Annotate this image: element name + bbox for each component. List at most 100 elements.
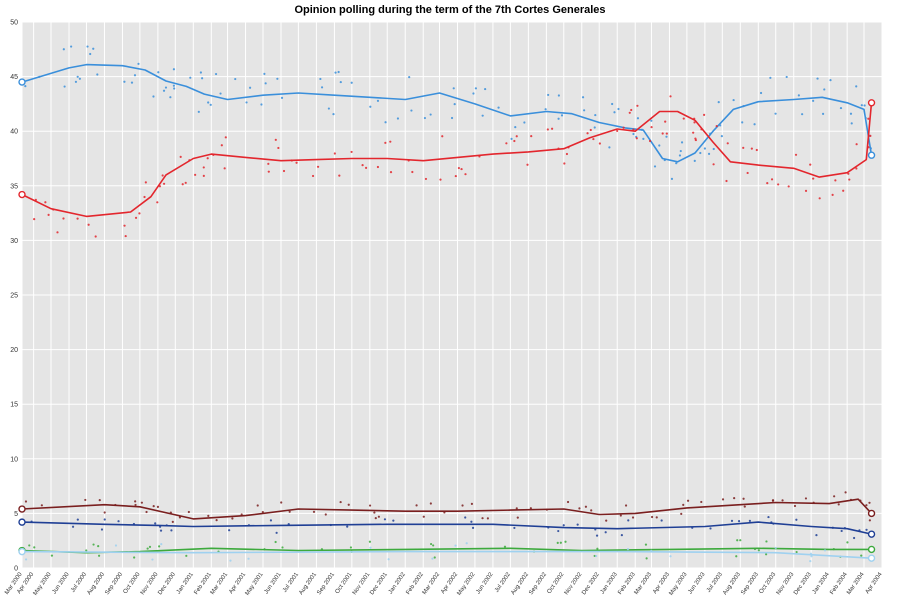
poll-point — [594, 113, 597, 117]
poll-point — [86, 45, 89, 48]
poll-point — [626, 548, 630, 551]
poll-point — [280, 501, 283, 504]
poll-point — [868, 501, 871, 504]
poll-point — [645, 557, 648, 560]
poll-point — [627, 519, 630, 522]
poll-point — [505, 142, 508, 145]
poll-point — [76, 518, 79, 521]
poll-point — [76, 75, 79, 78]
poll-point — [497, 106, 500, 109]
poll-point — [809, 560, 812, 563]
series-end-marker — [867, 151, 876, 159]
series-line — [21, 498, 873, 520]
x-tick-label: Dec 2003 — [793, 571, 813, 596]
x-tick-label: Mar 2004 — [846, 571, 866, 596]
y-tick-label: 45 — [10, 74, 18, 81]
poll-point — [624, 504, 628, 507]
x-tick-label: Jun 2002 — [475, 571, 494, 595]
poll-point — [228, 529, 231, 532]
poll-point — [361, 164, 364, 167]
poll-point — [209, 103, 212, 106]
poll-point — [179, 155, 182, 158]
poll-point — [837, 503, 840, 506]
poll-point — [823, 88, 826, 91]
poll-point — [576, 523, 579, 526]
poll-point — [735, 555, 738, 558]
poll-point — [130, 81, 134, 84]
poll-point — [550, 127, 554, 130]
poll-point — [389, 170, 393, 174]
poll-point — [470, 502, 474, 505]
series-end-marker — [867, 545, 876, 554]
poll-point — [680, 141, 684, 144]
poll-point — [596, 547, 599, 550]
poll-point — [709, 527, 712, 530]
poll-point — [795, 518, 798, 521]
poll-point — [765, 553, 768, 556]
poll-point — [686, 499, 690, 502]
poll-point — [267, 162, 270, 165]
poll-point — [97, 554, 101, 557]
poll-point — [347, 503, 350, 506]
poll-point — [162, 182, 166, 185]
poll-point — [777, 183, 780, 186]
poll-point — [742, 497, 745, 500]
poll-point — [590, 509, 593, 512]
poll-point — [160, 542, 163, 546]
poll-point — [215, 519, 218, 522]
poll-point — [484, 87, 487, 91]
poll-point — [474, 87, 477, 90]
poll-point — [415, 504, 418, 507]
poll-point — [337, 70, 340, 74]
poll-point — [267, 170, 270, 173]
poll-point — [842, 189, 845, 192]
poll-point — [707, 152, 711, 155]
poll-point — [464, 516, 467, 519]
x-tick-label: Jan 2001 — [176, 571, 195, 595]
poll-point — [87, 223, 90, 226]
poll-point — [801, 113, 804, 116]
poll-point — [869, 134, 872, 137]
poll-point — [169, 96, 172, 99]
x-tick-label: Sep 2003 — [740, 571, 760, 596]
poll-point — [33, 218, 36, 221]
poll-point — [611, 102, 614, 106]
x-tick-label: Dec 2002 — [581, 571, 601, 596]
poll-point — [717, 101, 720, 104]
poll-point — [821, 112, 825, 115]
poll-point — [245, 101, 248, 104]
poll-point — [693, 121, 696, 124]
poll-point — [664, 120, 667, 123]
poll-point — [276, 77, 279, 80]
poll-point — [655, 516, 658, 519]
poll-point — [766, 182, 769, 185]
poll-point — [737, 520, 741, 523]
poll-point — [76, 217, 79, 220]
poll-point — [515, 507, 518, 510]
y-tick-label: 0 — [14, 566, 18, 573]
poll-point — [642, 137, 645, 140]
x-tick-label: May 2001 — [245, 571, 265, 597]
poll-point — [818, 197, 821, 200]
poll-point — [350, 150, 353, 154]
poll-point — [679, 149, 682, 153]
poll-point — [50, 554, 54, 557]
poll-point — [793, 504, 797, 508]
poll-point — [472, 92, 475, 95]
poll-point — [377, 515, 380, 518]
poll-point — [774, 546, 777, 550]
poll-point — [368, 504, 372, 507]
poll-point — [197, 110, 200, 113]
x-tick-label: Mar 2001 — [210, 571, 230, 596]
poll-point — [834, 179, 837, 182]
poll-point — [658, 144, 661, 147]
poll-point — [682, 117, 685, 120]
y-tick-label: 10 — [10, 456, 18, 463]
poll-point — [47, 213, 50, 217]
poll-point — [470, 520, 473, 523]
poll-point — [453, 103, 456, 106]
poll-point — [92, 543, 95, 546]
poll-point — [785, 75, 788, 79]
poll-point — [384, 121, 387, 124]
poll-point — [156, 505, 160, 508]
